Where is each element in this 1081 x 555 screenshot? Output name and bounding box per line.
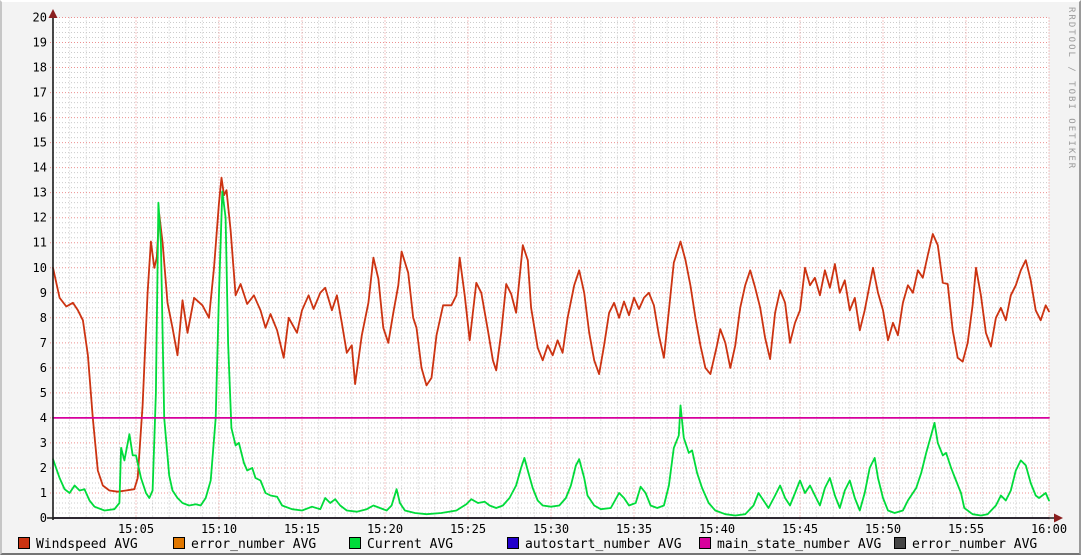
y-axis-arrow-icon	[48, 9, 58, 18]
legend-color-swatch	[173, 537, 185, 549]
x-tick-label: 15:40	[699, 522, 735, 536]
y-tick-label: 17	[33, 86, 47, 100]
legend-item-autostart_number-AVG: autostart_number AVG	[507, 533, 682, 552]
legend-label: main_state_number AVG	[717, 537, 882, 552]
y-tick-label: 18	[33, 61, 47, 75]
x-tick-label: 15:05	[118, 522, 154, 536]
y-tick-label: 8	[40, 311, 47, 325]
x-tick-label: 15:15	[284, 522, 320, 536]
rrdtool-watermark: RRDTOOL / TOBI OETIKER	[1066, 7, 1076, 171]
legend-color-swatch	[349, 537, 361, 549]
y-tick-label: 7	[40, 336, 47, 350]
y-tick-label: 2	[40, 461, 47, 475]
x-tick-label: 15:20	[367, 522, 403, 536]
series-line-Current-AVG	[52, 190, 1050, 517]
legend-color-swatch	[507, 537, 519, 549]
y-tick-label: 14	[33, 161, 47, 175]
x-tick-label: 15:35	[616, 522, 652, 536]
x-tick-label: 15:50	[865, 522, 901, 536]
y-tick-label: 13	[33, 186, 47, 200]
legend-label: Windspeed AVG	[36, 537, 138, 552]
x-tick-label: 16:00	[1031, 522, 1067, 536]
legend-item-error_number-AVG: error_number AVG	[173, 533, 317, 552]
legend-item-error_number-AVG: error_number AVG	[894, 533, 1038, 552]
y-tick-label: 15	[33, 136, 47, 150]
legend-color-swatch	[699, 537, 711, 549]
y-tick-label: 11	[33, 236, 47, 250]
legend-label: error_number AVG	[191, 537, 317, 552]
x-tick-label: 15:30	[533, 522, 569, 536]
legend-label: Current AVG	[367, 537, 454, 552]
x-tick-label: 15:55	[948, 522, 984, 536]
y-tick-label: 10	[33, 261, 47, 275]
legend-item-Windspeed-AVG: Windspeed AVG	[18, 533, 138, 552]
y-tick-label: 20	[33, 11, 47, 25]
y-tick-label: 19	[33, 36, 47, 50]
legend-color-swatch	[18, 537, 30, 549]
x-tick-label: 15:10	[201, 522, 237, 536]
y-tick-label: 9	[40, 286, 47, 300]
y-tick-label: 0	[40, 511, 47, 525]
x-axis-arrow-icon	[1054, 513, 1063, 523]
legend-color-swatch	[894, 537, 906, 549]
y-tick-label: 5	[40, 386, 47, 400]
y-tick-label: 1	[40, 486, 47, 500]
y-tick-label: 16	[33, 111, 47, 125]
y-tick-label: 6	[40, 361, 47, 375]
graph-legend: Windspeed AVG error_number AVG Current AVG…	[2, 533, 1079, 552]
y-tick-label: 4	[40, 411, 47, 425]
y-tick-label: 3	[40, 436, 47, 450]
legend-item-main_state_number-AVG: main_state_number AVG	[699, 533, 882, 552]
series-line-Windspeed-AVG	[52, 176, 1050, 493]
x-tick-label: 15:25	[450, 522, 486, 536]
legend-item-Current-AVG: Current AVG	[349, 533, 454, 552]
legend-label: error_number AVG	[912, 537, 1038, 552]
x-tick-label: 15:45	[782, 522, 818, 536]
legend-label: autostart_number AVG	[525, 537, 682, 552]
y-tick-label: 12	[33, 211, 47, 225]
